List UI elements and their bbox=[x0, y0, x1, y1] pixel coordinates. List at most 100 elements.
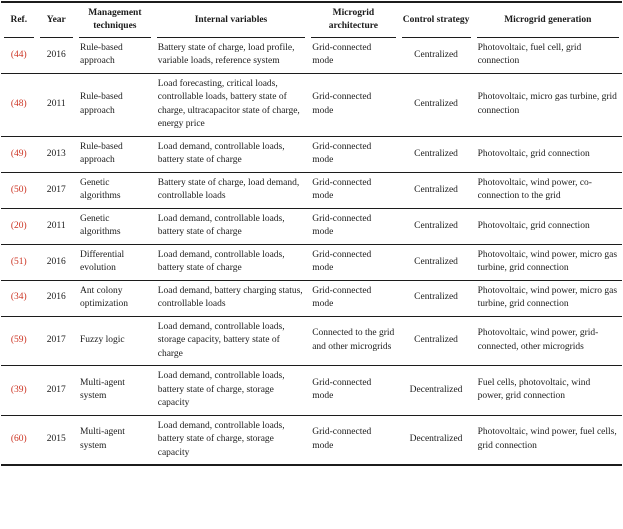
generation-cell: Photovoltaic, wind power, micro gas turb… bbox=[477, 285, 618, 310]
technique-cell: Ant colony optimization bbox=[79, 285, 129, 310]
header-strategy: Control strategy bbox=[399, 2, 474, 38]
year-cell: 2011 bbox=[46, 220, 66, 231]
variables-cell: Load demand, battery charging status, co… bbox=[157, 285, 303, 310]
architecture-cell: Connected to the grid and other microgri… bbox=[312, 328, 395, 352]
technique-cell: Multi-agent system bbox=[79, 377, 125, 402]
strategy-cell: Centralized bbox=[414, 335, 458, 346]
table-row: (48) 2011 Rule-based approach Load forec… bbox=[1, 73, 622, 136]
architecture-cell: Grid-connected mode bbox=[312, 42, 372, 67]
microgrid-management-table: Ref. Year Management techniques Internal… bbox=[1, 1, 622, 467]
year-cell: 2016 bbox=[46, 292, 66, 303]
ref-link[interactable]: (20) bbox=[10, 220, 27, 231]
architecture-cell: Grid-connected mode bbox=[312, 285, 372, 310]
ref-link[interactable]: (34) bbox=[10, 292, 27, 303]
architecture-cell: Grid-connected mode bbox=[312, 177, 372, 202]
technique-cell: Genetic algorithms bbox=[79, 213, 121, 238]
ref-cell: (48) bbox=[1, 73, 37, 136]
technique-cell: Multi-agent system bbox=[79, 427, 125, 451]
generation-cell: Photovoltaic, grid connection bbox=[477, 148, 590, 159]
table-row: (51) 2016 Differential evolution Load de… bbox=[1, 244, 622, 280]
technique-cell: Rule-based approach bbox=[79, 42, 123, 67]
variables-cell: Load demand, controllable loads, battery… bbox=[157, 249, 285, 274]
variables-cell: Load demand, controllable loads, battery… bbox=[157, 371, 285, 409]
header-ref: Ref. bbox=[1, 2, 37, 38]
generation-cell: Photovoltaic, grid connection bbox=[477, 220, 590, 231]
header-variables: Internal variables bbox=[154, 2, 308, 38]
generation-cell: Photovoltaic, wind power, grid-connected… bbox=[477, 328, 599, 352]
variables-cell: Battery state of charge, load demand, co… bbox=[157, 177, 300, 202]
ref-link[interactable]: (60) bbox=[10, 434, 27, 445]
technique-cell: Differential evolution bbox=[79, 249, 125, 274]
ref-link[interactable]: (39) bbox=[10, 384, 27, 395]
architecture-cell: Grid-connected mode bbox=[312, 377, 372, 402]
ref-cell: (49) bbox=[1, 136, 37, 172]
table-row: (49) 2013 Rule-based approach Load deman… bbox=[1, 136, 622, 172]
variables-cell: Load demand, controllable loads, storage… bbox=[157, 321, 285, 359]
year-cell: 2016 bbox=[46, 49, 66, 60]
table-header: Ref. Year Management techniques Internal… bbox=[1, 2, 622, 38]
header-techniques: Management techniques bbox=[76, 2, 154, 38]
year-cell: 2015 bbox=[46, 434, 66, 445]
architecture-cell: Grid-connected mode bbox=[312, 427, 372, 451]
ref-cell: (39) bbox=[1, 366, 37, 415]
variables-cell: Load demand, controllable loads, battery… bbox=[157, 141, 285, 166]
ref-link[interactable]: (49) bbox=[10, 148, 27, 159]
technique-cell: Rule-based approach bbox=[79, 141, 123, 166]
table-row: (59) 2017 Fuzzy logic Load demand, contr… bbox=[1, 316, 622, 365]
table-row: (39) 2017 Multi-agent system Load demand… bbox=[1, 365, 622, 415]
ref-cell: (60) bbox=[1, 415, 37, 465]
strategy-cell: Decentralized bbox=[409, 384, 463, 395]
ref-link[interactable]: (44) bbox=[10, 49, 27, 60]
variables-cell: Battery state of charge, load profile, v… bbox=[157, 42, 295, 67]
strategy-cell: Centralized bbox=[414, 256, 458, 267]
architecture-cell: Grid-connected mode bbox=[312, 249, 372, 274]
strategy-cell: Centralized bbox=[414, 292, 458, 303]
technique-cell: Rule-based approach bbox=[79, 92, 123, 116]
generation-cell: Photovoltaic, fuel cell, grid connection bbox=[477, 42, 582, 67]
ref-link[interactable]: (48) bbox=[10, 99, 27, 110]
year-cell: 2017 bbox=[46, 184, 66, 195]
strategy-cell: Centralized bbox=[414, 220, 458, 231]
variables-cell: Load demand, controllable loads, battery… bbox=[157, 213, 285, 238]
ref-cell: (44) bbox=[1, 38, 37, 73]
year-cell: 2016 bbox=[46, 256, 66, 267]
ref-cell: (34) bbox=[1, 280, 37, 316]
architecture-cell: Grid-connected mode bbox=[312, 141, 372, 166]
strategy-cell: Centralized bbox=[414, 184, 458, 195]
year-cell: 2017 bbox=[46, 384, 66, 395]
ref-cell: (50) bbox=[1, 172, 37, 208]
strategy-cell: Centralized bbox=[414, 148, 458, 159]
ref-cell: (51) bbox=[1, 244, 37, 280]
header-year: Year bbox=[37, 2, 76, 38]
variables-cell: Load forecasting, critical loads, contro… bbox=[157, 78, 300, 130]
generation-cell: Photovoltaic, wind power, co-connection … bbox=[477, 177, 592, 202]
architecture-cell: Grid-connected mode bbox=[312, 92, 372, 116]
ref-cell: (59) bbox=[1, 316, 37, 365]
technique-cell: Fuzzy logic bbox=[79, 335, 125, 346]
table-row: (50) 2017 Genetic algorithms Battery sta… bbox=[1, 172, 622, 208]
technique-cell: Genetic algorithms bbox=[79, 177, 121, 202]
year-cell: 2013 bbox=[46, 148, 66, 159]
ref-link[interactable]: (50) bbox=[10, 184, 27, 195]
generation-cell: Photovoltaic, wind power, micro gas turb… bbox=[477, 249, 618, 274]
table-row: (20) 2011 Genetic algorithms Load demand… bbox=[1, 208, 622, 244]
architecture-cell: Grid-connected mode bbox=[312, 213, 372, 238]
table-row: (60) 2015 Multi-agent system Load demand… bbox=[1, 415, 622, 465]
variables-cell: Load demand, controllable loads, battery… bbox=[157, 420, 285, 458]
strategy-cell: Centralized bbox=[414, 49, 458, 60]
table-body: (44) 2016 Rule-based approach Battery st… bbox=[1, 38, 622, 465]
year-cell: 2011 bbox=[46, 99, 66, 110]
table-row: (44) 2016 Rule-based approach Battery st… bbox=[1, 38, 622, 73]
ref-cell: (20) bbox=[1, 208, 37, 244]
generation-cell: Photovoltaic, wind power, fuel cells, gr… bbox=[477, 427, 617, 451]
strategy-cell: Centralized bbox=[414, 99, 458, 110]
generation-cell: Fuel cells, photovoltaic, wind power, gr… bbox=[477, 377, 591, 402]
generation-cell: Photovoltaic, micro gas turbine, grid co… bbox=[477, 92, 617, 116]
strategy-cell: Decentralized bbox=[409, 434, 463, 445]
header-generation: Microgrid generation bbox=[474, 2, 622, 38]
header-architecture: Microgrid architecture bbox=[308, 2, 398, 38]
header-row: Ref. Year Management techniques Internal… bbox=[1, 2, 622, 38]
ref-link[interactable]: (51) bbox=[10, 256, 27, 267]
ref-link[interactable]: (59) bbox=[10, 335, 27, 346]
